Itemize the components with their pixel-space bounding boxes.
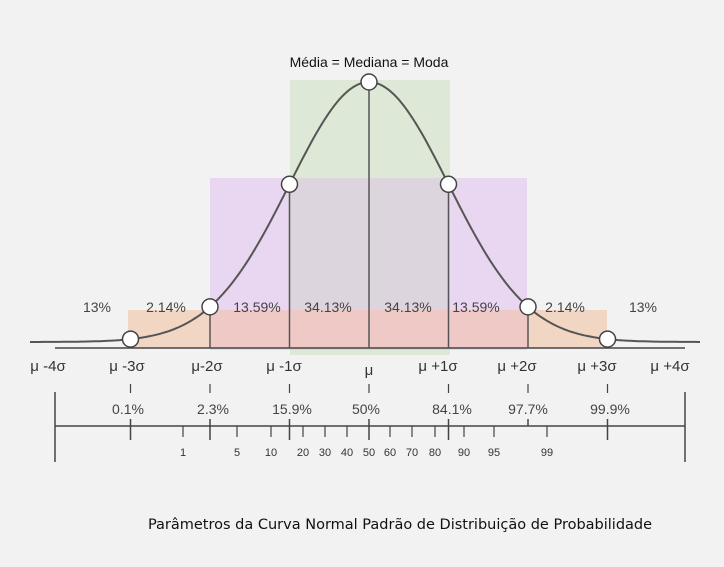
sigma-label: μ +3σ (577, 358, 617, 375)
sigma-point (121, 330, 140, 348)
percentile-tick-label: 40 (341, 447, 353, 459)
sigma-point (360, 73, 378, 91)
percentile-tick-label: 95 (488, 447, 500, 459)
sigma-point (280, 175, 299, 194)
area-label: 13% (83, 299, 111, 315)
percentile-tick-label: 30 (319, 447, 331, 459)
sigma-point (439, 175, 458, 194)
area-label: 13% (629, 299, 657, 315)
percentile-tick-label: 10 (265, 447, 277, 459)
sigma-label: μ +2σ (497, 358, 537, 375)
cumulative-label: 50% (352, 401, 380, 417)
caption: Parâmetros da Curva Normal Padrão de Dis… (148, 517, 652, 533)
sigma-label: μ (365, 362, 374, 379)
percentile-tick-label: 50 (363, 447, 375, 459)
percentile-tick-label: 60 (384, 447, 396, 459)
cumulative-label: 99.9% (590, 401, 630, 417)
percentile-tick-label: 70 (406, 447, 418, 459)
sigma-point (598, 330, 617, 348)
percentile-tick-label: 1 (180, 447, 186, 459)
area-label: 13.59% (233, 299, 280, 315)
area-label: 2.14% (146, 299, 186, 315)
percentile-tick-label: 90 (458, 447, 470, 459)
sigma-point (201, 298, 219, 316)
percentile-tick-label: 80 (429, 447, 441, 459)
percentile-tick-label: 5 (234, 447, 240, 459)
area-label: 2.14% (545, 299, 585, 315)
sigma-label: μ-2σ (191, 358, 223, 375)
sigma-point (519, 298, 537, 316)
sigma-label: μ -1σ (266, 358, 302, 375)
area-label: 13.59% (452, 299, 499, 315)
sigma-label: μ -4σ (30, 358, 66, 375)
cumulative-label: 97.7% (508, 401, 548, 417)
percentile-tick-label: 99 (541, 447, 553, 459)
cumulative-label: 2.3% (197, 401, 229, 417)
cumulative-label: 84.1% (432, 401, 472, 417)
sigma-label: μ +1σ (418, 358, 458, 375)
cumulative-label: 0.1% (112, 401, 144, 417)
area-label: 34.13% (304, 299, 351, 315)
sigma-label: μ +4σ (650, 358, 690, 375)
cumulative-label: 15.9% (272, 401, 312, 417)
percentile-scale (54, 384, 686, 462)
percentile-tick-label: 20 (297, 447, 309, 459)
area-label: 34.13% (384, 299, 431, 315)
sigma-label: μ -3σ (109, 358, 145, 375)
chart-title: Média = Mediana = Moda (290, 54, 449, 70)
